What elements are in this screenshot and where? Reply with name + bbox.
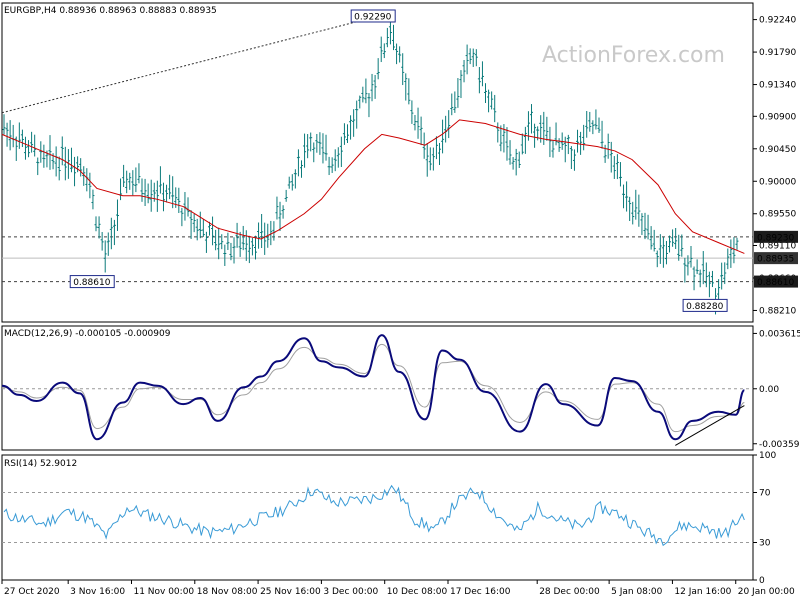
x-tick-label: 10 Dec 08:00 [387, 587, 448, 597]
x-tick-label: 20 Jan 00:00 [738, 587, 795, 597]
price-ytick-label: 0.89550 [759, 210, 796, 220]
low-annotation-box [69, 275, 115, 289]
rsi-line [3, 484, 745, 547]
x-tick-label: 5 Jan 08:00 [611, 587, 663, 597]
macd-signal-line [1, 343, 745, 433]
rsi-panel-title: RSI(14) 52.9012 [4, 459, 77, 469]
low-annotation-label: 0.88610 [73, 278, 110, 288]
hline-tag-label: 0.89230 [757, 233, 794, 243]
x-tick-label: 3 Dec 00:00 [323, 587, 378, 597]
x-tick-label: 12 Jan 16:00 [674, 587, 731, 597]
price-trendline [1, 14, 382, 114]
hline-tag-label: 0.88610 [757, 278, 794, 288]
macd-panel-title: MACD(12,26,9) -0.000105 -0.000909 [4, 329, 171, 339]
price-ytick-label: 0.90900 [759, 112, 796, 122]
panel-frames [1, 2, 754, 581]
macd-trendline [675, 405, 745, 446]
hline-tag-label: 0.88935 [757, 255, 794, 265]
rsi-ytick-label: 0 [759, 576, 765, 586]
rsi-ytick-label: 70 [759, 489, 771, 499]
price-ytick-label: 0.89110 [759, 241, 796, 251]
rsi-panel-frame [1, 454, 754, 581]
price-ytick-label: 0.88210 [759, 306, 796, 316]
hline-tag [754, 275, 798, 288]
price-ma-line [1, 119, 745, 254]
high-annotation-label: 0.92290 [354, 12, 391, 22]
axis-layer: 0.92240 0.91790 0.91340 0.90900 0.90450 0.900… [1, 16, 800, 597]
x-tick-label: 11 Nov 00:00 [133, 587, 194, 597]
x-tick-label: 18 Nov 08:00 [197, 587, 258, 597]
hline-tag [754, 230, 798, 243]
macd-panel-frame [1, 325, 754, 451]
price-ytick-label: 0.91790 [759, 48, 796, 58]
price-ytick-label: 0.90000 [759, 177, 796, 187]
high-annotation-box [350, 9, 396, 23]
x-tick-label: 25 Nov 16:00 [260, 587, 321, 597]
rsi-ytick-label: 100 [759, 451, 776, 461]
macd-line [1, 334, 745, 441]
x-tick-label: 28 Dec 00:00 [539, 587, 600, 597]
watermark: ActionForex.com [542, 43, 725, 68]
hline-tag [754, 252, 798, 265]
x-tick-label: 17 Dec 16:00 [450, 587, 511, 597]
price-panel-title: EURGBP,H4 0.88936 0.88963 0.88883 0.8893… [4, 6, 217, 16]
x-tick-label: 3 Nov 16:00 [70, 587, 125, 597]
price-ytick-label: 0.92240 [759, 16, 796, 26]
x-tick-label: 27 Oct 2020 [4, 587, 60, 597]
recent-low-annotation-label: 0.88280 [686, 302, 723, 312]
price-panel-frame [1, 2, 754, 323]
rsi-ytick-label: 30 [759, 539, 771, 549]
macd-ytick-label: -0.003592 [759, 440, 800, 450]
price-ytick-label: 0.91340 [759, 81, 796, 91]
macd-ytick-label: 0.003615 [759, 329, 800, 339]
price-ytick-label: 0.90450 [759, 145, 796, 155]
recent-low-annotation-box [682, 298, 728, 312]
plot-layer: 0.92290 0.88610 0.88280 [1, 9, 753, 547]
macd-ytick-label: 0.00 [759, 385, 779, 395]
